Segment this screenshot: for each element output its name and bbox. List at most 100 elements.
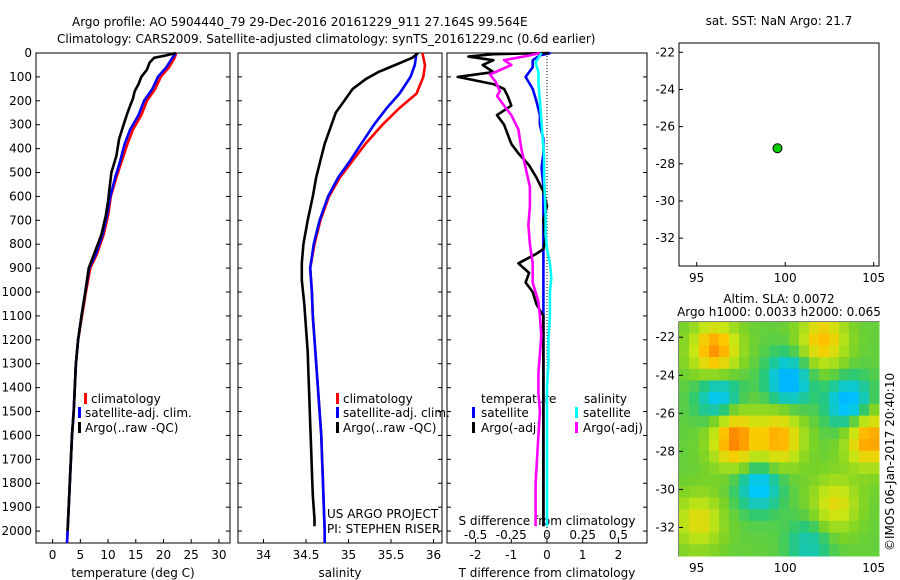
heatmap-cell	[779, 322, 790, 335]
heatmap-cell	[689, 392, 700, 405]
heatmap-cell	[869, 427, 880, 440]
heatmap-cell	[859, 415, 870, 428]
heatmap-cell	[829, 357, 840, 370]
series-line-climatology	[308, 52, 427, 543]
heatmap-cell	[739, 368, 750, 381]
heatmap-cell	[819, 415, 830, 428]
heatmap-cell	[749, 403, 760, 417]
y-tick-label: -30	[655, 194, 675, 208]
heatmap-cell	[749, 392, 760, 405]
heatmap-cell	[849, 368, 860, 381]
heatmap-cell	[859, 474, 870, 487]
heatmap-cell	[679, 474, 690, 487]
heatmap-cell	[699, 474, 710, 487]
heatmap-cell	[749, 322, 760, 335]
s-tick-label: 0	[543, 528, 551, 542]
heatmap-cell	[769, 333, 780, 346]
heatmap-cell	[799, 322, 810, 335]
y-tick-label: -22	[655, 45, 675, 59]
depth-tick-label: 700	[9, 213, 32, 227]
heatmap-cell	[739, 509, 750, 522]
x-tick-label: 35.5	[378, 548, 405, 562]
depth-tick-label: 600	[9, 189, 32, 203]
heatmap-cell	[709, 520, 720, 534]
heatmap-cell	[739, 427, 750, 440]
heatmap-cell	[819, 520, 830, 534]
heatmap-cell	[869, 462, 880, 475]
heatmap-cell	[699, 509, 710, 522]
heatmap-cell	[869, 509, 880, 522]
depth-tick-label: 1200	[1, 333, 32, 347]
heatmap-cell	[699, 462, 710, 475]
series-line-salinity-argo-adj	[488, 51, 543, 527]
heatmap-cell	[729, 322, 740, 335]
heatmap-cell	[799, 544, 810, 557]
legend-label-satellite: satellite-adj. clim.	[85, 406, 192, 420]
heatmap-cell	[769, 450, 780, 463]
heatmap-cell	[829, 439, 840, 452]
heatmap-cell	[799, 357, 810, 370]
heatmap-cell	[809, 403, 820, 417]
heatmap-cell	[719, 509, 730, 522]
heatmap-cell	[709, 532, 720, 545]
heatmap-cell	[759, 403, 770, 417]
heatmap-cell	[829, 427, 840, 440]
heatmap-cell	[799, 439, 810, 452]
heatmap-cell	[769, 532, 780, 545]
heatmap-cell	[719, 497, 730, 510]
heatmap-cell	[829, 509, 840, 522]
heatmap-cell	[739, 520, 750, 534]
heatmap-cell	[819, 392, 830, 405]
heatmap-cell	[759, 392, 770, 405]
heatmap-cell	[689, 357, 700, 370]
heatmap-cell	[699, 520, 710, 534]
x-tick-label: 5	[77, 548, 85, 562]
heatmap-cell	[729, 415, 740, 428]
heatmap-cell	[699, 439, 710, 452]
heatmap-cell	[809, 520, 820, 534]
heatmap-cell	[739, 544, 750, 557]
x-tick-label: 95	[689, 561, 704, 575]
heatmap-cell	[749, 415, 760, 428]
x-tick-label: 35	[341, 548, 356, 562]
heatmap-cell	[749, 368, 760, 381]
heatmap-cell	[699, 322, 710, 335]
heatmap-cell	[869, 380, 880, 393]
heatmap-cell	[859, 357, 870, 370]
depth-tick-label: 900	[9, 261, 32, 275]
heatmap-cell	[789, 415, 800, 428]
heatmap-cell	[729, 474, 740, 487]
heatmap-cell	[869, 368, 880, 381]
heatmap-cell	[769, 403, 780, 417]
heatmap-cell	[749, 474, 760, 487]
heatmap-cell	[809, 368, 820, 381]
heatmap-cell	[839, 532, 850, 545]
heatmap-cell	[839, 509, 850, 522]
sla-map-subtitle: Argo h1000: 0.0033 h2000: 0.065	[677, 305, 881, 319]
heatmap-cell	[819, 485, 830, 498]
heatmap-cell	[709, 322, 720, 335]
heatmap-cell	[859, 439, 870, 452]
heatmap-cell	[859, 322, 870, 335]
heatmap-cell	[799, 485, 810, 498]
y-tick-label: -26	[655, 406, 675, 420]
heatmap-cell	[769, 427, 780, 440]
heatmap-cell	[829, 485, 840, 498]
heatmap-cell	[699, 532, 710, 545]
heatmap-cell	[739, 345, 750, 358]
heatmap-cell	[749, 544, 760, 557]
heatmap-cell	[709, 485, 720, 498]
heatmap-cell	[869, 333, 880, 346]
heatmap-cell	[779, 439, 790, 452]
legend-swatch-satellite	[336, 407, 339, 418]
depth-tick-label: 2000	[1, 524, 32, 538]
heatmap-cell	[789, 380, 800, 393]
heatmap-cell	[819, 509, 830, 522]
heatmap-cell	[709, 509, 720, 522]
x-tick-label: -2	[470, 548, 482, 562]
heatmap-cell	[679, 392, 690, 405]
x-tick-label: 100	[774, 271, 797, 285]
heatmap-cell	[729, 450, 740, 463]
heatmap-cell	[809, 509, 820, 522]
heatmap-cell	[779, 520, 790, 534]
